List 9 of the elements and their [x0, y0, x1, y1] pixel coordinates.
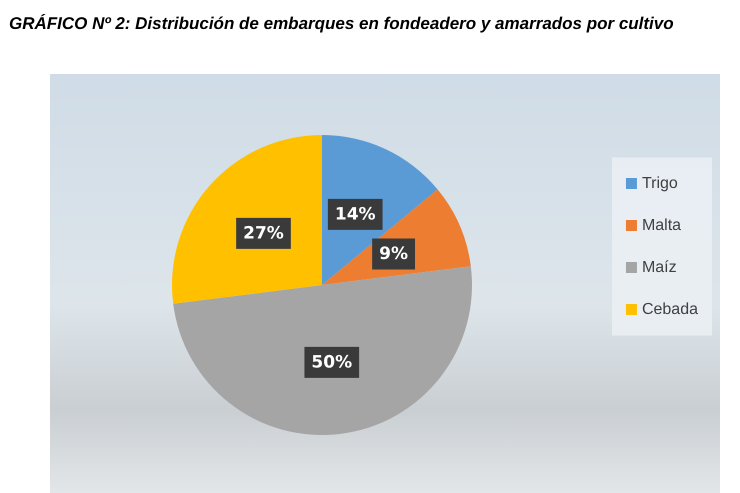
- chart-title: GRÁFICO Nº 2: Distribución de embarques en fondeadero y amarrados por cultivo: [9, 13, 674, 33]
- legend-label: Trigo: [642, 175, 678, 192]
- legend-label: Cebada: [642, 301, 698, 318]
- legend-label: Malta: [642, 217, 682, 234]
- data-label: 50%: [311, 352, 352, 372]
- legend-label: Maíz: [642, 259, 677, 276]
- data-label: 14%: [334, 204, 376, 224]
- data-label: 9%: [379, 244, 408, 264]
- data-label: 27%: [243, 223, 284, 244]
